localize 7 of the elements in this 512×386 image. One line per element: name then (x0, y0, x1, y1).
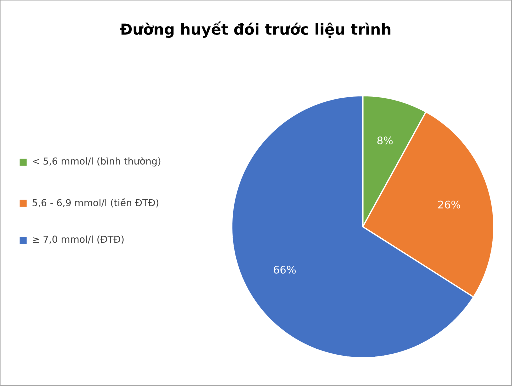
data-label: 8% (378, 136, 393, 145)
chart-title: Đường huyết đói trước liệu trình (120, 22, 391, 38)
legend-label: ≥ 7,0 mmol/l (ĐTĐ) (33, 236, 124, 244)
data-label: 66% (274, 266, 296, 274)
legend-label: < 5,6 mmol/l (bình thường) (33, 157, 161, 167)
legend-label: 5,6 - 6,9 mmol/l (tiền ĐTĐ) (32, 198, 159, 208)
data-label: 26% (438, 200, 460, 209)
